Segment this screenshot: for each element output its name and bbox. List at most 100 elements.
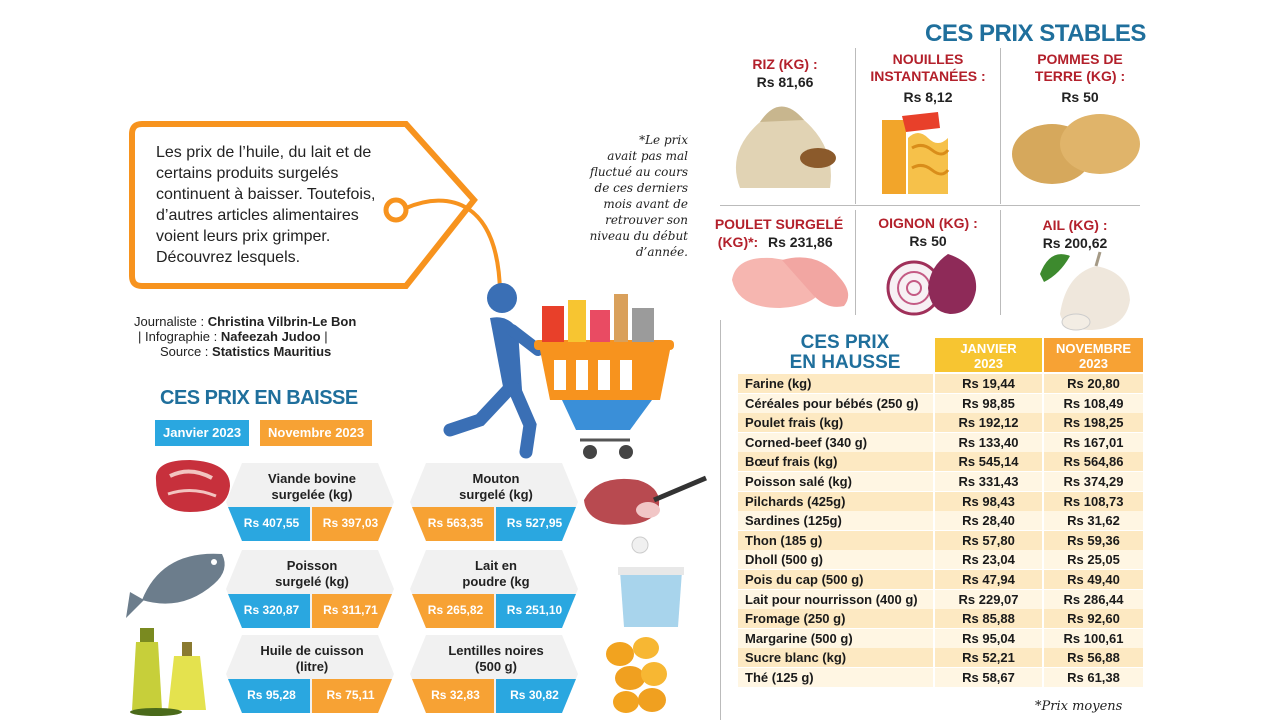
mutton-icon [584,475,707,525]
row-nov: Rs 374,29 [1044,472,1143,491]
row-item: Farine (kg) [738,374,933,393]
row-nov: Rs 61,38 [1044,668,1143,687]
table-row: Sardines (125g) Rs 28,40 Rs 31,62 [738,511,1143,531]
card-lait-poudre: Lait en poudre (kg Rs 265,82 Rs 251,10 [410,550,578,628]
table-row: Thé (125 g) Rs 58,67 Rs 61,38 [738,668,1143,687]
table-row: Margarine (500 g) Rs 95,04 Rs 100,61 [738,628,1143,648]
stable-oignon-price: Rs 50 [909,233,947,249]
table-row: Bœuf frais (kg) Rs 545,14 Rs 564,86 [738,452,1143,472]
row-jan: Rs 58,67 [935,668,1042,687]
row-nov: Rs 92,60 [1044,609,1143,629]
table-row: Pois du cap (500 g) Rs 47,94 Rs 49,40 [738,570,1143,589]
row-item: Thon (185 g) [738,530,933,550]
row-item: Pilchards (425g) [738,491,933,511]
table-row: Pilchards (425g) Rs 98,43 Rs 108,73 [738,491,1143,511]
baisse-title: CES PRIX EN BAISSE [160,387,358,409]
card-shape [226,635,394,713]
stable-poulet-label: POULET SURGELÉ [714,216,844,232]
table-row: Poisson salé (kg) Rs 331,43 Rs 374,29 [738,472,1143,491]
row-jan: Rs 28,40 [935,511,1042,531]
row-nov: Rs 20,80 [1044,374,1143,393]
row-item: Fromage (250 g) [738,609,933,629]
credits: Journaliste : Christina Vilbrin-Le Bon |… [134,314,357,359]
row-jan: Rs 331,43 [935,472,1042,491]
col-header-novembre: NOVEMBRE 2023 [1044,338,1143,372]
table-row: Thon (185 g) Rs 57,80 Rs 59,36 [738,530,1143,550]
card-poisson: Poisson surgelé (kg) Rs 320,87 Rs 311,71 [226,550,394,628]
row-item: Sardines (125g) [738,511,933,531]
stable-riz-label: RIZ (KG) : [752,56,818,72]
table-row: Corned-beef (340 g) Rs 133,40 Rs 167,01 [738,432,1143,452]
stable-riz-price: Rs 81,66 [756,74,814,90]
beef-icon [155,460,230,512]
table-row: Poulet frais (kg) Rs 192,12 Rs 198,25 [738,413,1143,433]
stable-nouilles-label: NOUILLES INSTANTANÉES : [870,51,986,84]
row-jan: Rs 47,94 [935,570,1042,589]
noodles-icon [882,112,950,194]
row-nov: Rs 108,49 [1044,393,1143,413]
card-shape [410,635,578,713]
table-row: Céréales pour bébés (250 g) Rs 98,85 Rs 10… [738,393,1143,413]
oil-bottles-icon [130,628,206,716]
footnote: *Prix moyens [1035,699,1123,714]
row-item: Thé (125 g) [738,668,933,687]
milk-powder-icon [618,536,684,627]
legend-novembre: Novembre 2023 [260,420,373,446]
row-nov: Rs 31,62 [1044,511,1143,531]
row-nov: Rs 198,25 [1044,413,1143,433]
col-header-janvier: JANVIER 2023 [935,338,1042,372]
card-lentilles: Lentilles noires (500 g) Rs 32,83 Rs 30,82 [410,635,578,713]
table-row: Dholl (500 g) Rs 23,04 Rs 25,05 [738,550,1143,570]
shopper-cart-icon [443,283,674,459]
row-item: Lait pour nourrisson (400 g) [738,589,933,609]
row-jan: Rs 545,14 [935,452,1042,472]
row-item: Margarine (500 g) [738,628,933,648]
stable-ail-price: Rs 200,62 [1042,235,1108,251]
row-jan: Rs 57,80 [935,530,1042,550]
table-row: Sucre blanc (kg) Rs 52,21 Rs 56,88 [738,648,1143,668]
card-shape [410,463,578,541]
row-jan: Rs 98,43 [935,491,1042,511]
table-row: Lait pour nourrisson (400 g) Rs 229,07 Rs … [738,589,1143,609]
stables-title: CES PRIX STABLES [925,20,1146,47]
garlic-icon [1040,251,1130,331]
row-nov: Rs 564,86 [1044,452,1143,472]
row-nov: Rs 25,05 [1044,550,1143,570]
row-nov: Rs 108,73 [1044,491,1143,511]
row-jan: Rs 133,40 [935,432,1042,452]
row-jan: Rs 85,88 [935,609,1042,629]
lentils-icon [606,637,667,713]
row-nov: Rs 286,44 [1044,589,1143,609]
intro-text: Les prix de l’huile, du lait et de certa… [156,144,376,266]
stable-pommes-label: POMMES DE TERRE (KG) : [1034,51,1126,84]
card-shape [226,463,394,541]
card-mouton: Mouton surgelé (kg) Rs 563,35 Rs 527,95 [410,463,578,541]
row-jan: Rs 19,44 [935,374,1042,393]
row-item: Poisson salé (kg) [738,472,933,491]
row-nov: Rs 59,36 [1044,530,1143,550]
card-shape [410,550,578,628]
card-viande-bovine: Viande bovine surgelée (kg) Rs 407,55 Rs 3… [226,463,394,541]
onion-icon [886,254,977,316]
row-nov: Rs 100,61 [1044,628,1143,648]
stable-pommes-price: Rs 50 [1061,89,1099,105]
row-jan: Rs 192,12 [935,413,1042,433]
row-item: Poulet frais (kg) [738,413,933,433]
row-nov: Rs 49,40 [1044,570,1143,589]
stable-nouilles-price: Rs 8,12 [903,89,953,105]
chicken-icon [732,257,849,308]
fish-icon [126,553,225,618]
row-item: Sucre blanc (kg) [738,648,933,668]
rice-icon [735,106,836,188]
row-item: Bœuf frais (kg) [738,452,933,472]
row-item: Pois du cap (500 g) [738,570,933,589]
chicken-price-note: *Le prix avait pas mal fluctué au cours … [589,133,688,259]
row-jan: Rs 229,07 [935,589,1042,609]
row-jan: Rs 95,04 [935,628,1042,648]
row-item: Dholl (500 g) [738,550,933,570]
legend-janvier: Janvier 2023 [155,420,250,446]
card-huile: Huile de cuisson (litre) Rs 95,28 Rs 75,11 [226,635,394,713]
price-tag-icon [129,121,502,293]
card-shape [226,550,394,628]
table-row: Fromage (250 g) Rs 85,88 Rs 92,60 [738,609,1143,629]
